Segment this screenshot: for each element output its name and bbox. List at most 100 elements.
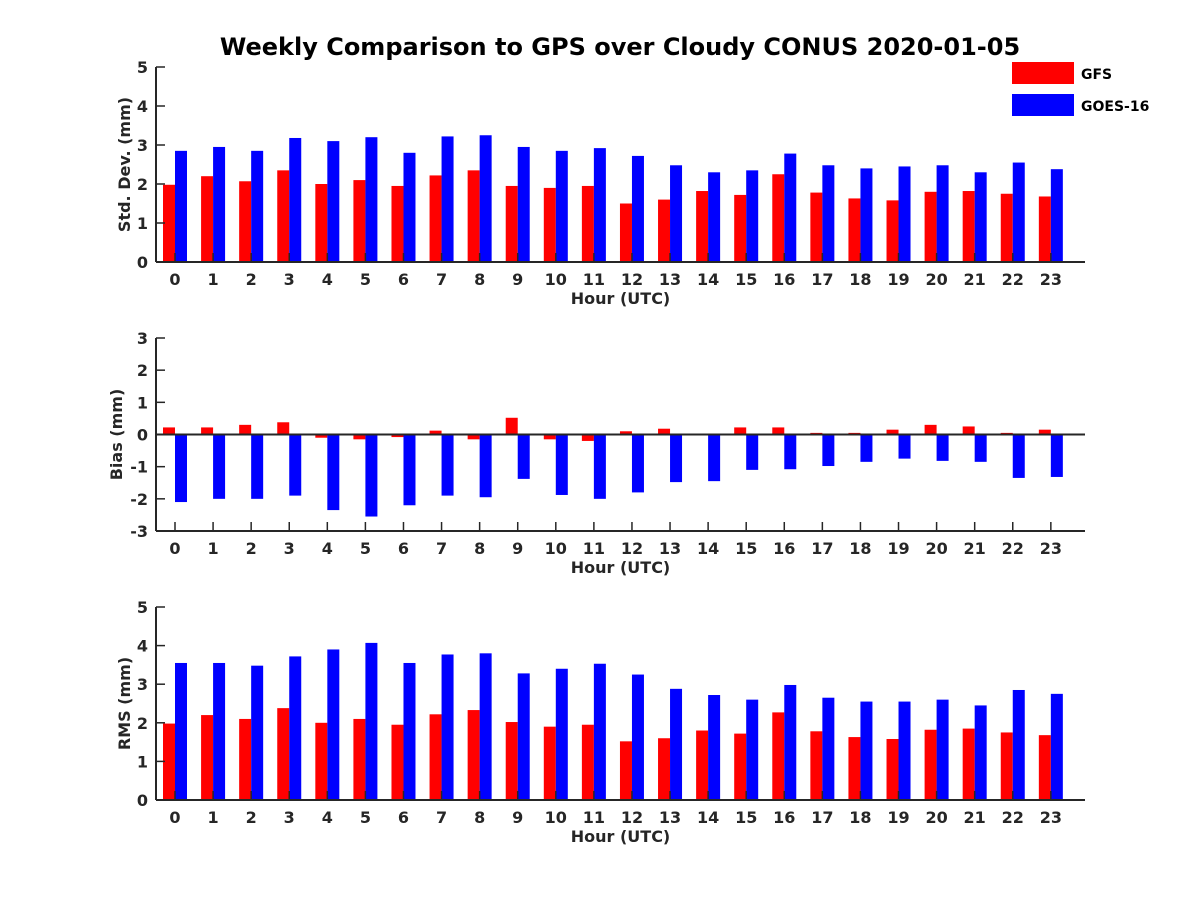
x-tick-label: 10 xyxy=(545,808,567,827)
bar-goes-16-hour-17 xyxy=(822,434,835,467)
bar-goes-16-hour-10 xyxy=(555,150,568,262)
y-tick-label: 1 xyxy=(137,214,148,233)
bar-gfs-hour-1 xyxy=(201,176,214,262)
y-tick-label: 5 xyxy=(137,598,148,617)
bar-gfs-hour-5 xyxy=(353,434,366,440)
bar-gfs-hour-21 xyxy=(962,728,975,800)
x-tick-label: 15 xyxy=(735,270,757,289)
bar-gfs-hour-20 xyxy=(924,424,937,435)
legend-label: GOES-16 xyxy=(1081,99,1149,115)
x-tick-label: 18 xyxy=(849,808,871,827)
x-tick-label: 9 xyxy=(512,808,523,827)
bar-goes-16-hour-9 xyxy=(517,673,530,800)
bar-gfs-hour-2 xyxy=(239,718,252,800)
bar-gfs-hour-0 xyxy=(163,427,175,435)
bar-gfs-hour-6 xyxy=(391,185,404,262)
y-tick-label: 1 xyxy=(137,752,148,771)
x-tick-label: 11 xyxy=(583,539,605,558)
bar-gfs-hour-11 xyxy=(581,434,594,441)
legend: GFS GOES-16 xyxy=(1012,62,1149,116)
x-tick-label: 18 xyxy=(849,270,871,289)
x-tick-label: 11 xyxy=(583,270,605,289)
x-tick-label: 7 xyxy=(436,539,447,558)
bar-goes-16-hour-15 xyxy=(746,434,759,470)
x-tick-label: 3 xyxy=(284,808,295,827)
bar-gfs-hour-16 xyxy=(772,712,785,800)
x-tick-label: 0 xyxy=(169,539,180,558)
legend-swatch xyxy=(1012,94,1074,116)
bar-gfs-hour-14 xyxy=(696,730,709,800)
bar-goes-16-hour-22 xyxy=(1012,434,1025,478)
x-tick-label: 23 xyxy=(1040,270,1062,289)
bar-gfs-hour-1 xyxy=(201,427,214,435)
y-tick-label: 0 xyxy=(137,253,148,272)
bar-goes-16-hour-3 xyxy=(289,137,302,262)
bar-goes-16-hour-0 xyxy=(175,434,187,503)
x-tick-label: 8 xyxy=(474,808,485,827)
legend-item-gfs: GFS xyxy=(1012,62,1112,84)
x-tick-label: 6 xyxy=(398,539,409,558)
x-tick-label: 0 xyxy=(169,270,180,289)
bar-goes-16-hour-5 xyxy=(365,137,378,262)
x-tick-label: 4 xyxy=(322,808,333,827)
x-tick-label: 6 xyxy=(398,270,409,289)
bar-gfs-hour-3 xyxy=(277,708,290,800)
bar-goes-16-hour-9 xyxy=(517,434,530,479)
y-tick-label: 4 xyxy=(137,637,148,656)
bar-gfs-hour-4 xyxy=(315,434,328,438)
bar-gfs-hour-6 xyxy=(391,724,404,800)
bar-goes-16-hour-19 xyxy=(898,434,911,459)
x-tick-label: 23 xyxy=(1040,808,1062,827)
x-tick-label: 7 xyxy=(436,270,447,289)
y-tick-label: 2 xyxy=(137,361,148,380)
x-tick-label: 1 xyxy=(208,270,219,289)
y-axis-label: Bias (mm) xyxy=(107,389,126,481)
bar-gfs-hour-13 xyxy=(658,199,671,262)
bar-goes-16-hour-13 xyxy=(670,434,683,483)
x-tick-label: 6 xyxy=(398,808,409,827)
bar-gfs-hour-22 xyxy=(1000,732,1013,800)
bar-gfs-hour-3 xyxy=(277,422,290,435)
x-tick-label: 18 xyxy=(849,539,871,558)
bar-goes-16-hour-0 xyxy=(175,662,187,800)
bar-gfs-hour-10 xyxy=(543,187,556,262)
x-tick-label: 22 xyxy=(1002,808,1024,827)
bar-goes-16-hour-3 xyxy=(289,656,302,800)
bar-gfs-hour-15 xyxy=(734,733,747,800)
y-tick-label: 3 xyxy=(137,675,148,694)
bar-goes-16-hour-18 xyxy=(860,701,873,800)
bar-goes-16-hour-16 xyxy=(784,153,797,262)
x-tick-label: 21 xyxy=(964,808,986,827)
x-tick-label: 8 xyxy=(474,539,485,558)
bar-gfs-hour-23 xyxy=(1038,429,1051,435)
bar-goes-16-hour-14 xyxy=(708,434,721,482)
bar-gfs-hour-4 xyxy=(315,184,328,262)
bar-gfs-hour-21 xyxy=(962,426,975,435)
legend-label: GFS xyxy=(1081,67,1112,83)
bar-goes-16-hour-21 xyxy=(974,434,987,462)
bar-goes-16-hour-11 xyxy=(593,434,606,499)
x-tick-label: 20 xyxy=(925,539,947,558)
x-tick-label: 9 xyxy=(512,539,523,558)
x-axis-label: Hour (UTC) xyxy=(571,289,671,308)
bar-goes-16-hour-1 xyxy=(213,434,226,499)
bar-goes-16-hour-22 xyxy=(1012,162,1025,262)
x-tick-label: 1 xyxy=(208,539,219,558)
x-tick-label: 10 xyxy=(545,270,567,289)
bar-gfs-hour-7 xyxy=(429,430,442,435)
x-tick-label: 23 xyxy=(1040,539,1062,558)
bar-gfs-hour-11 xyxy=(581,185,594,262)
bar-goes-16-hour-7 xyxy=(441,136,454,262)
bar-gfs-hour-22 xyxy=(1000,193,1013,262)
bar-goes-16-hour-21 xyxy=(974,705,987,800)
chart-title: Weekly Comparison to GPS over Cloudy CON… xyxy=(220,33,1020,61)
x-axis-label: Hour (UTC) xyxy=(571,827,671,846)
x-tick-label: 2 xyxy=(246,270,257,289)
bar-goes-16-hour-22 xyxy=(1012,689,1025,800)
y-tick-label: -1 xyxy=(130,458,148,477)
y-tick-label: 3 xyxy=(137,329,148,348)
bar-gfs-hour-6 xyxy=(391,434,404,438)
bar-gfs-hour-2 xyxy=(239,424,252,435)
